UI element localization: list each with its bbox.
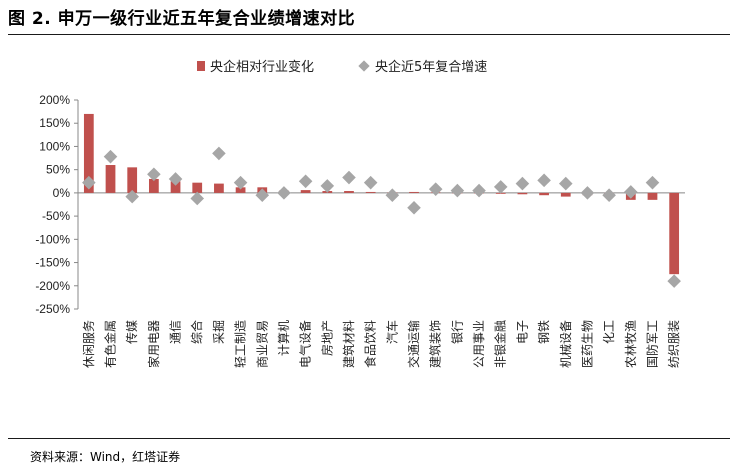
bar-休闲服务 xyxy=(83,113,94,193)
y-tick-label: 100% xyxy=(39,139,70,153)
marker-综合 xyxy=(190,191,205,206)
x-tick-label: 公用事业 xyxy=(472,320,486,368)
y-tick-label: -150% xyxy=(35,256,70,270)
x-tick-label: 计算机 xyxy=(276,320,291,356)
bar-国防军工 xyxy=(647,192,658,200)
marker-轻工制造 xyxy=(233,175,248,190)
marker-电子 xyxy=(515,176,530,191)
x-tick-label: 机械设备 xyxy=(558,320,573,368)
marker-非银金融 xyxy=(493,180,508,194)
bar-传媒 xyxy=(127,167,138,193)
marker-农林牧渔 xyxy=(624,185,638,199)
y-tick-label: -200% xyxy=(35,279,70,293)
legend-marker-label: 央企近5年复合增速 xyxy=(375,59,487,75)
x-tick-label: 家用电器 xyxy=(146,320,161,368)
marker-传媒 xyxy=(125,189,139,204)
bar-食品饮料 xyxy=(365,191,376,193)
bar-marker-chart: 央企相对行业变化 央企近5年复合增速 200% 150% 100% 50% 0% -50% -… xyxy=(35,59,685,368)
bar-机械设备 xyxy=(560,192,571,197)
marker-建筑装饰 xyxy=(428,182,443,196)
x-tick-label: 有色金属 xyxy=(103,320,118,368)
x-tick-label: 交通运输 xyxy=(406,320,421,368)
x-tick-label: 建筑材料 xyxy=(341,320,356,368)
y-tick-label: 200% xyxy=(39,93,70,107)
marker-医药生物 xyxy=(580,186,595,200)
marker-机械设备 xyxy=(558,176,573,191)
marker-纺织服装 xyxy=(667,274,681,288)
marker-有色金属 xyxy=(103,149,118,164)
bar-电子 xyxy=(517,192,528,195)
legend-bar-swatch xyxy=(197,61,205,71)
x-tick-label: 银行 xyxy=(450,320,464,344)
x-tick-label: 钢铁 xyxy=(537,320,551,344)
figure-title: 图 2. 申万一级行业近五年复合业绩增速对比 xyxy=(8,9,356,29)
marker-建筑材料 xyxy=(342,170,356,185)
marker-食品饮料 xyxy=(363,175,378,190)
bar-通信 xyxy=(170,181,181,193)
bar-建筑材料 xyxy=(344,191,354,193)
x-tick-label: 食品饮料 xyxy=(363,320,378,368)
bar-综合 xyxy=(192,182,203,193)
x-tick-label: 国防军工 xyxy=(644,320,659,368)
marker-series xyxy=(82,146,681,288)
x-tick-label: 综合 xyxy=(189,320,204,344)
marker-汽车 xyxy=(385,188,400,202)
bar-采掘 xyxy=(214,183,224,193)
x-tick-label: 商业贸易 xyxy=(254,320,269,368)
bar-钢铁 xyxy=(539,192,549,196)
legend: 央企相对行业变化 央企近5年复合增速 xyxy=(197,59,487,75)
x-tick-label: 采掘 xyxy=(211,320,226,344)
bar-纺织服装 xyxy=(669,192,680,275)
marker-休闲服务 xyxy=(82,175,96,190)
x-tick-label: 通信 xyxy=(169,320,183,344)
marker-房地产 xyxy=(320,179,335,193)
marker-采掘 xyxy=(212,146,226,161)
x-tick-label: 电气设备 xyxy=(298,320,313,368)
x-tick-label: 纺织服装 xyxy=(667,320,681,368)
x-tick-label: 轻工制造 xyxy=(234,320,248,368)
marker-计算机 xyxy=(277,186,291,200)
marker-交通运输 xyxy=(407,200,421,215)
marker-钢铁 xyxy=(537,173,551,188)
marker-家用电器 xyxy=(147,167,161,182)
x-tick-label: 农林牧渔 xyxy=(624,320,638,368)
legend-bar-label: 央企相对行业变化 xyxy=(210,59,314,75)
source-note: 资料来源：Wind，红塔证券 xyxy=(30,450,181,464)
marker-电气设备 xyxy=(298,174,313,189)
marker-化工 xyxy=(602,188,616,202)
x-tick-label: 非银金融 xyxy=(493,320,508,368)
y-tick-label: -250% xyxy=(35,302,70,316)
y-tick-label: 50% xyxy=(46,163,70,177)
x-tick-label: 传媒 xyxy=(124,320,139,344)
top-divider xyxy=(8,34,730,35)
y-tick-label: -100% xyxy=(35,232,70,246)
x-tick-label: 房地产 xyxy=(319,320,334,356)
bar-电气设备 xyxy=(300,190,311,193)
bar-交通运输 xyxy=(409,191,419,193)
x-tick-label: 化工 xyxy=(602,320,616,344)
marker-通信 xyxy=(168,172,183,186)
x-tick-label: 建筑装饰 xyxy=(428,320,443,368)
marker-公用事业 xyxy=(472,183,486,198)
y-tick-label: 0% xyxy=(53,186,71,200)
y-tick-label: -50% xyxy=(42,209,70,223)
bar-有色金属 xyxy=(105,165,116,193)
x-axis-labels: 休闲服务 有色金属 传媒 家用电器 通信 综合 采掘 轻工制造 商业贸易 计算机 电气设备 房地产 建筑… xyxy=(81,320,681,368)
x-tick-label: 休闲服务 xyxy=(81,320,96,368)
marker-银行 xyxy=(450,183,465,198)
x-tick-label: 汽车 xyxy=(384,320,399,344)
legend-marker-swatch xyxy=(358,60,370,72)
x-tick-label: 电子 xyxy=(515,320,529,344)
y-axis: 200% 150% 100% 50% 0% -50% -100% -150% -200% -250… xyxy=(35,93,685,316)
bar-家用电器 xyxy=(148,178,159,193)
bottom-divider xyxy=(8,438,730,439)
bar-轻工制造 xyxy=(235,187,246,193)
y-tick-label: 150% xyxy=(39,116,70,130)
x-tick-label: 医药生物 xyxy=(580,320,594,368)
marker-商业贸易 xyxy=(255,188,270,202)
marker-国防军工 xyxy=(645,175,660,190)
